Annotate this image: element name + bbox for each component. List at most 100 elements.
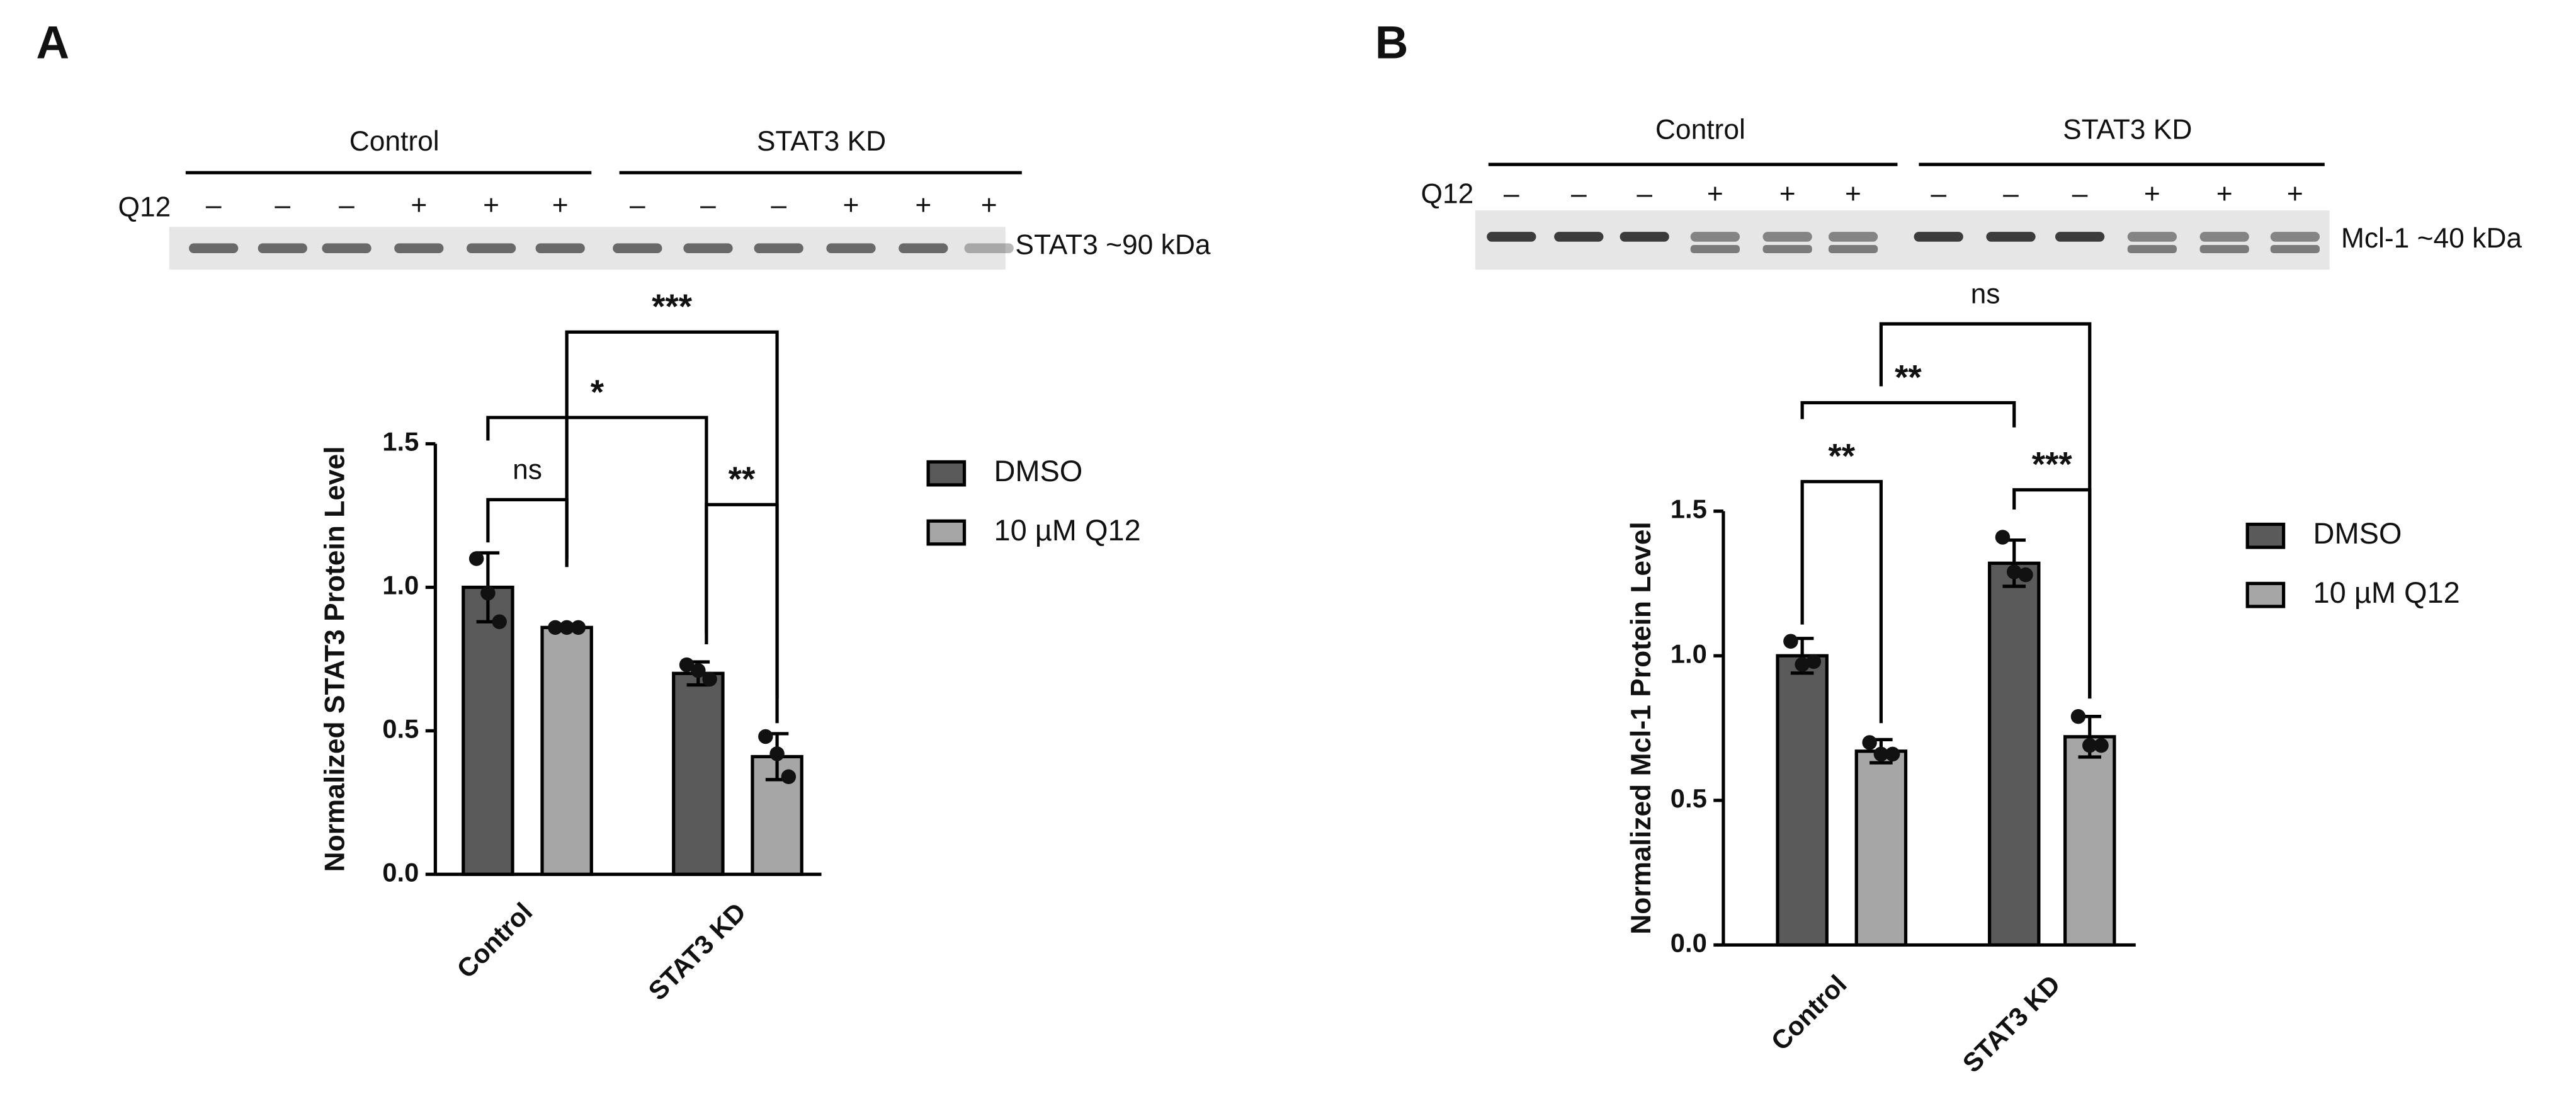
blot-band xyxy=(1828,232,1878,242)
blot-sign: – xyxy=(206,190,222,221)
significance-label: * xyxy=(591,372,604,411)
y-axis-label: Normalized STAT3 Protein Level xyxy=(320,446,351,872)
data-point xyxy=(702,671,717,687)
blot-band xyxy=(2055,232,2105,242)
blot-band xyxy=(2127,232,2177,242)
significance-label: ** xyxy=(1828,436,1855,475)
y-tick-label: 0.0 xyxy=(382,857,419,887)
data-point xyxy=(1885,746,1900,762)
legend-swatch xyxy=(2245,522,2286,549)
bar xyxy=(2063,735,2116,947)
y-tick-label: 0.0 xyxy=(1671,928,1707,957)
x-tick-label: Control xyxy=(1765,969,1852,1056)
significance-bracket xyxy=(1800,401,2016,428)
legend-swatch xyxy=(2245,581,2286,608)
blot-image xyxy=(1475,210,2330,270)
blot-group-label: STAT3 KD xyxy=(2063,115,2192,145)
blot-band xyxy=(2270,232,2320,242)
significance-bracket xyxy=(486,416,708,644)
data-point xyxy=(492,614,507,629)
blot-band xyxy=(2270,244,2320,254)
significance-bracket xyxy=(2012,488,2092,699)
significance-label: *** xyxy=(652,287,693,326)
blot-row-label: Q12 xyxy=(118,191,171,222)
blot-sign: + xyxy=(1779,178,1796,209)
blot-band xyxy=(1762,244,1812,254)
data-point xyxy=(480,585,496,601)
blot-sign: – xyxy=(630,190,645,221)
significance-bracket xyxy=(1800,480,1883,724)
blot-band xyxy=(683,243,733,254)
bar xyxy=(1854,749,1908,947)
blot-band xyxy=(394,243,444,254)
bar xyxy=(1987,561,2041,947)
blot-band xyxy=(322,243,372,254)
blot-band xyxy=(964,243,1014,254)
x-tick-label: STAT3 KD xyxy=(642,897,751,1006)
blot-sign: – xyxy=(1504,178,1519,209)
blot-sign: + xyxy=(552,190,569,221)
blot-sign: – xyxy=(1637,178,1652,209)
legend-label: DMSO xyxy=(994,454,1082,487)
data-point xyxy=(1783,634,1798,649)
blot-band xyxy=(899,243,948,254)
blot-sign: – xyxy=(771,190,786,221)
blot-sign: + xyxy=(1845,178,1861,209)
significance-bracket xyxy=(705,503,779,699)
blot-sign: + xyxy=(2287,178,2303,209)
data-point xyxy=(758,729,773,744)
y-tick-label: 1.0 xyxy=(382,571,419,600)
data-point xyxy=(1995,530,2011,545)
data-point xyxy=(570,620,586,635)
blot-sign: – xyxy=(2072,178,2088,209)
blot-band xyxy=(1986,232,2036,242)
panel-label: B xyxy=(1375,18,1409,69)
bar xyxy=(462,585,514,876)
blot-sign: – xyxy=(1931,178,1946,209)
blot-sign: + xyxy=(2216,178,2233,209)
data-point xyxy=(1873,746,1889,762)
data-point xyxy=(691,663,706,678)
data-point xyxy=(2070,709,2086,724)
blot-band xyxy=(2127,244,2177,254)
blot-band-label: Mcl-1 ~40 kDa xyxy=(2341,223,2522,254)
blot-sign: – xyxy=(700,190,716,221)
blot-sign: + xyxy=(483,190,499,221)
blot-sign: + xyxy=(411,190,427,221)
legend-label: 10 µM Q12 xyxy=(994,513,1140,547)
blot-band xyxy=(613,243,662,254)
blot-band xyxy=(1914,232,1963,242)
data-point xyxy=(2018,567,2033,583)
bar xyxy=(540,625,593,876)
data-point xyxy=(2006,564,2022,579)
data-point xyxy=(1795,657,1810,672)
blot-band xyxy=(1554,232,1604,242)
blot-band xyxy=(826,243,876,254)
blot-band xyxy=(1690,232,1740,242)
blot-group-label: STAT3 KD xyxy=(757,126,886,157)
significance-label: *** xyxy=(2032,445,2073,484)
blot-sign: + xyxy=(2144,178,2160,209)
blot-sign: – xyxy=(1571,178,1587,209)
blot-band xyxy=(189,243,239,254)
y-tick-label: 1.0 xyxy=(1671,639,1707,668)
blot-sign: – xyxy=(2003,178,2019,209)
y-tick-label: 0.5 xyxy=(1671,783,1707,813)
blot-sign: + xyxy=(843,190,860,221)
blot-band xyxy=(1828,244,1878,254)
blot-band xyxy=(258,243,307,254)
data-point xyxy=(1862,735,1877,750)
data-point xyxy=(548,620,563,635)
y-tick-label: 1.5 xyxy=(382,427,419,457)
blot-band-label: STAT3 ~90 kDa xyxy=(1015,229,1210,260)
blot-sign: – xyxy=(275,190,290,221)
legend-label: DMSO xyxy=(2313,516,2402,550)
blot-band xyxy=(1762,232,1812,242)
x-tick-label: Control xyxy=(451,897,538,984)
blot-group-label: Control xyxy=(1655,115,1745,145)
blot-sign: + xyxy=(1707,178,1723,209)
panel-label: A xyxy=(36,18,69,69)
data-point xyxy=(2082,737,2097,753)
